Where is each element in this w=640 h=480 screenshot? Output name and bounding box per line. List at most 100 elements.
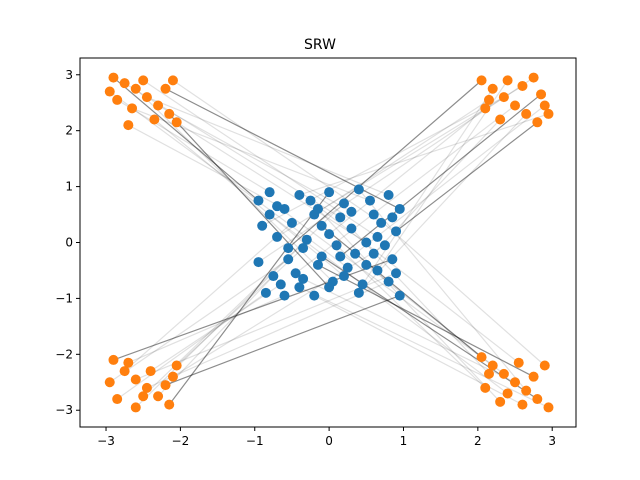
target-point [521,108,532,119]
matching-line [146,96,389,196]
target-point [483,368,494,379]
x-tick-label: −1 [246,434,264,448]
source-point [387,254,398,265]
matching-line [157,104,352,213]
y-axis: −3 −2 −1 0 1 2 3 [55,68,80,417]
matching-line [116,99,270,193]
matching-line [150,283,282,372]
target-point [476,352,487,363]
target-point [480,382,491,393]
target-point [510,100,521,111]
source-point [324,229,335,240]
source-point [391,226,402,237]
source-point [301,234,312,245]
target-point [521,385,532,396]
target-point [536,89,547,100]
target-point [171,360,182,371]
source-point [316,220,327,231]
source-point [279,290,290,301]
y-tick-label: 2 [65,124,73,138]
target-point [517,80,528,91]
source-point [391,268,402,279]
target-point [145,366,156,377]
target-point [153,100,164,111]
target-point [130,83,141,94]
source-point [272,201,283,212]
matching-line [310,200,520,364]
target-point [532,117,543,128]
matching-line [116,292,267,400]
matching-line [146,281,389,389]
y-tick-label: −1 [55,291,73,305]
target-point [513,357,524,368]
matching-line [153,119,345,277]
source-point [312,259,323,270]
matching-line [135,239,308,408]
source-point [372,231,383,242]
matching-line [317,208,501,403]
target-point [476,75,487,86]
source-point [383,276,394,287]
source-point [316,251,327,262]
source-point [338,198,349,209]
source-point [338,271,349,282]
target-point [138,391,149,402]
y-tick-label: −2 [55,347,73,361]
matching-line [395,121,538,232]
source-point [298,273,309,284]
source-point [294,189,305,200]
target-point [502,75,513,86]
matching-line [142,79,378,238]
matching-line [358,189,527,392]
target-point [112,394,123,405]
source-point [260,287,271,298]
matching-line [131,107,371,202]
target-point [483,94,494,105]
matching-line [339,93,542,257]
source-point [264,209,275,220]
target-point [495,396,506,407]
source-point [331,240,342,251]
source-point [324,187,335,198]
y-tick-label: 0 [65,236,73,250]
target-point [498,92,509,103]
matching-line [299,113,549,196]
matching-line [113,77,259,202]
y-tick-label: 1 [65,180,73,194]
target-point [160,83,171,94]
source-point [298,243,309,254]
source-point [379,240,390,251]
matching-line [299,286,549,408]
target-point [487,360,498,371]
matching-line [336,244,486,389]
source-point [290,268,301,279]
target-point [119,78,130,89]
target-point [108,72,119,83]
source-point [312,203,323,214]
matching-line [128,124,285,210]
matching-line [176,247,304,366]
source-point [324,282,335,293]
matching-line [165,295,400,386]
matching-line [269,214,508,394]
source-point [372,265,383,276]
source-point [272,231,283,242]
target-point [510,377,521,388]
source-point [387,212,398,223]
y-tick-label: 3 [65,68,73,82]
matching-line [261,96,505,227]
target-point [164,399,175,410]
source-point [346,223,357,234]
source-point [283,254,294,265]
target-point [495,114,506,125]
target-point [167,371,178,382]
source-point [268,271,279,282]
target-point [171,117,182,128]
target-point [532,394,543,405]
source-point [275,279,286,290]
x-tick-label: 2 [474,434,482,448]
source-point [309,290,320,301]
matching-line [373,214,546,366]
matching-line [362,88,494,285]
target-point [130,374,141,385]
